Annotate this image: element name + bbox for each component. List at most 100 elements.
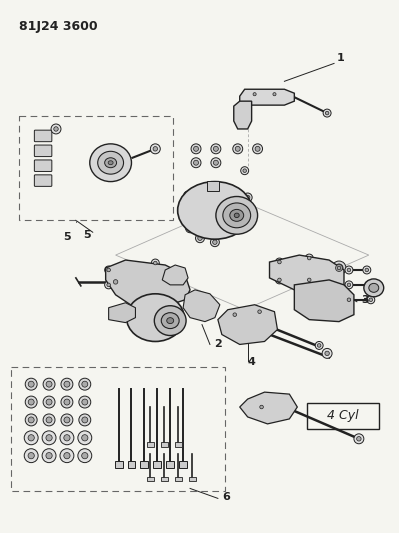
Circle shape bbox=[28, 399, 34, 405]
Circle shape bbox=[211, 158, 221, 168]
Ellipse shape bbox=[364, 279, 384, 297]
Circle shape bbox=[46, 435, 52, 441]
Circle shape bbox=[273, 93, 276, 96]
Circle shape bbox=[184, 191, 193, 200]
Circle shape bbox=[105, 266, 113, 274]
Circle shape bbox=[181, 208, 190, 217]
Circle shape bbox=[323, 109, 331, 117]
Circle shape bbox=[60, 449, 74, 463]
Circle shape bbox=[213, 240, 217, 245]
Bar bbox=[128, 461, 135, 467]
Circle shape bbox=[258, 403, 266, 411]
Bar bbox=[11, 367, 225, 491]
Ellipse shape bbox=[126, 294, 184, 342]
Circle shape bbox=[64, 453, 70, 459]
Circle shape bbox=[25, 414, 37, 426]
Circle shape bbox=[357, 437, 361, 441]
Ellipse shape bbox=[154, 306, 186, 335]
Circle shape bbox=[332, 261, 346, 275]
Polygon shape bbox=[162, 265, 188, 285]
Circle shape bbox=[82, 453, 88, 459]
Bar bbox=[175, 442, 182, 447]
Polygon shape bbox=[269, 255, 344, 292]
Circle shape bbox=[260, 405, 263, 409]
Circle shape bbox=[347, 298, 351, 302]
Circle shape bbox=[78, 449, 92, 463]
Circle shape bbox=[61, 414, 73, 426]
Circle shape bbox=[150, 144, 160, 154]
Bar bbox=[153, 461, 161, 467]
Circle shape bbox=[28, 435, 34, 441]
Circle shape bbox=[43, 396, 55, 408]
Bar bbox=[140, 461, 148, 467]
Circle shape bbox=[153, 147, 158, 151]
Polygon shape bbox=[240, 89, 294, 105]
Ellipse shape bbox=[178, 182, 252, 239]
Circle shape bbox=[191, 158, 201, 168]
Polygon shape bbox=[183, 290, 220, 321]
Polygon shape bbox=[234, 101, 252, 129]
Circle shape bbox=[336, 264, 342, 271]
Circle shape bbox=[345, 281, 353, 289]
Circle shape bbox=[210, 238, 219, 247]
Bar bbox=[179, 461, 187, 467]
Circle shape bbox=[188, 226, 192, 230]
Text: 2: 2 bbox=[214, 340, 222, 350]
Circle shape bbox=[258, 310, 261, 313]
Ellipse shape bbox=[167, 318, 174, 324]
Text: 1: 1 bbox=[337, 53, 345, 63]
Circle shape bbox=[154, 261, 157, 265]
Text: 5: 5 bbox=[83, 230, 91, 240]
Circle shape bbox=[245, 195, 250, 200]
FancyBboxPatch shape bbox=[34, 145, 52, 157]
Bar bbox=[166, 461, 174, 467]
Circle shape bbox=[194, 147, 199, 151]
Circle shape bbox=[64, 417, 70, 423]
Polygon shape bbox=[218, 305, 277, 344]
Circle shape bbox=[28, 453, 34, 459]
Circle shape bbox=[278, 260, 281, 264]
Circle shape bbox=[337, 266, 341, 270]
Circle shape bbox=[61, 396, 73, 408]
Bar bbox=[189, 477, 196, 481]
Circle shape bbox=[325, 111, 329, 115]
Circle shape bbox=[213, 160, 218, 165]
Circle shape bbox=[82, 417, 88, 423]
Circle shape bbox=[82, 399, 88, 405]
Bar bbox=[175, 477, 182, 481]
Circle shape bbox=[79, 396, 91, 408]
Circle shape bbox=[64, 435, 70, 441]
Circle shape bbox=[367, 283, 371, 287]
Bar bbox=[161, 477, 168, 481]
Polygon shape bbox=[109, 303, 135, 322]
Circle shape bbox=[345, 296, 353, 304]
Circle shape bbox=[64, 381, 70, 387]
Polygon shape bbox=[240, 392, 297, 424]
Circle shape bbox=[82, 435, 88, 441]
Circle shape bbox=[305, 276, 313, 284]
Circle shape bbox=[60, 431, 74, 445]
Circle shape bbox=[213, 147, 218, 151]
Circle shape bbox=[151, 259, 159, 267]
Circle shape bbox=[111, 277, 120, 287]
Circle shape bbox=[28, 381, 34, 387]
Circle shape bbox=[249, 213, 254, 217]
Ellipse shape bbox=[223, 203, 251, 228]
Circle shape bbox=[211, 144, 221, 154]
Bar bbox=[147, 477, 154, 481]
Bar bbox=[161, 442, 168, 447]
Ellipse shape bbox=[230, 209, 244, 221]
Circle shape bbox=[114, 311, 117, 314]
Bar bbox=[147, 442, 154, 447]
Circle shape bbox=[194, 160, 199, 165]
Circle shape bbox=[322, 349, 332, 358]
Circle shape bbox=[335, 264, 343, 272]
Text: 6: 6 bbox=[222, 492, 230, 503]
Circle shape bbox=[42, 449, 56, 463]
Circle shape bbox=[235, 147, 240, 151]
Circle shape bbox=[64, 399, 70, 405]
Circle shape bbox=[369, 298, 373, 302]
Circle shape bbox=[247, 211, 256, 220]
Ellipse shape bbox=[161, 313, 179, 328]
Circle shape bbox=[191, 144, 201, 154]
